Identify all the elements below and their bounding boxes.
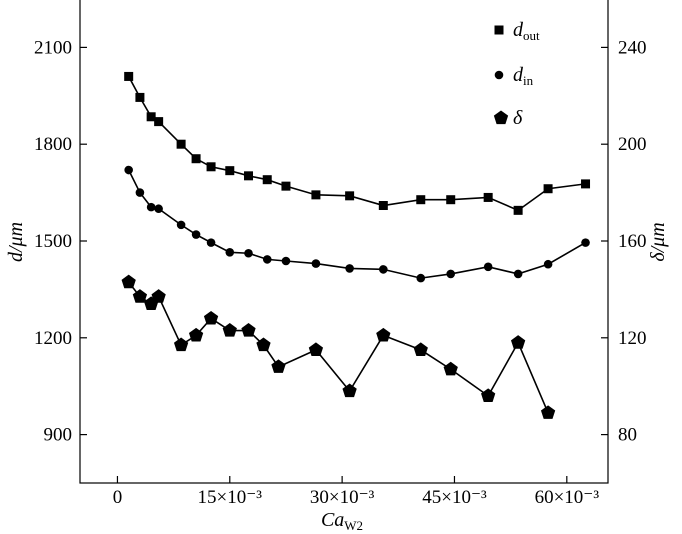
data-point bbox=[244, 171, 254, 181]
data-point bbox=[379, 265, 388, 274]
data-point bbox=[416, 273, 426, 283]
left-y-tick-label: 2100 bbox=[34, 37, 72, 58]
left-y-tick-label: 1200 bbox=[34, 328, 72, 349]
data-point bbox=[540, 405, 556, 419]
data-point bbox=[510, 335, 526, 349]
right-y-axis-title: δ/μm bbox=[647, 222, 669, 261]
data-point bbox=[151, 289, 166, 303]
x-tick-label: 45×10⁻³ bbox=[422, 487, 487, 508]
left-y-tick-label: 1800 bbox=[34, 134, 72, 155]
data-point bbox=[206, 162, 216, 172]
data-point bbox=[206, 238, 216, 247]
data-point bbox=[225, 166, 235, 176]
right-y-tick-label: 200 bbox=[618, 134, 647, 155]
series-2 bbox=[124, 165, 590, 283]
right-y-tick-label: 240 bbox=[618, 37, 647, 58]
legend: dout din δ bbox=[493, 19, 540, 129]
data-point bbox=[154, 204, 163, 214]
data-point bbox=[244, 248, 253, 258]
data-point bbox=[241, 323, 256, 337]
data-point bbox=[345, 191, 355, 201]
data-point bbox=[225, 247, 235, 257]
data-point bbox=[121, 274, 136, 289]
data-point bbox=[481, 388, 496, 402]
data-point bbox=[124, 165, 133, 175]
data-point bbox=[256, 337, 271, 352]
data-point bbox=[513, 205, 523, 215]
x-tick-label: 15×10⁻³ bbox=[198, 487, 263, 508]
x-axis-title: CaW2 bbox=[321, 509, 363, 533]
legend-marker bbox=[494, 25, 504, 35]
data-point bbox=[446, 195, 456, 205]
data-point bbox=[342, 383, 357, 398]
data-point bbox=[308, 342, 324, 356]
data-point bbox=[262, 175, 272, 185]
data-point bbox=[483, 192, 493, 202]
data-point bbox=[203, 310, 219, 325]
data-point bbox=[378, 201, 388, 211]
right-y-tick-label: 120 bbox=[618, 328, 647, 349]
data-point bbox=[446, 269, 456, 279]
x-tick-label: 30×10⁻³ bbox=[310, 487, 375, 508]
data-point bbox=[191, 154, 201, 164]
series-line bbox=[127, 76, 586, 212]
data-point bbox=[413, 342, 428, 356]
series-3 bbox=[121, 274, 556, 419]
data-point bbox=[188, 327, 204, 342]
data-point bbox=[345, 264, 354, 273]
x-tick-label: 60×10⁻³ bbox=[535, 487, 600, 508]
legend-marker bbox=[493, 110, 509, 125]
data-point bbox=[376, 327, 391, 342]
right-y-axis-ticks: 80 120 160 200 240 bbox=[601, 37, 647, 446]
data-point bbox=[281, 181, 291, 191]
data-point bbox=[581, 238, 590, 247]
data-point bbox=[281, 256, 291, 266]
data-point bbox=[135, 188, 145, 197]
legend-label: din bbox=[513, 64, 534, 88]
data-point bbox=[191, 230, 201, 239]
left-y-axis-ticks: 900 1200 1500 1800 2100 bbox=[34, 37, 87, 446]
data-point bbox=[543, 259, 553, 269]
series-1 bbox=[124, 71, 591, 215]
data-point bbox=[173, 337, 189, 352]
data-point bbox=[443, 361, 458, 376]
left-y-tick-label: 1500 bbox=[34, 231, 72, 252]
series-layer bbox=[121, 71, 591, 419]
data-point bbox=[132, 289, 148, 303]
right-y-tick-label: 80 bbox=[618, 425, 637, 446]
legend-marker bbox=[494, 70, 504, 80]
data-point bbox=[135, 92, 145, 102]
data-point bbox=[311, 190, 321, 200]
data-point bbox=[416, 195, 426, 205]
x-tick-label: 0 bbox=[113, 487, 123, 508]
data-point bbox=[124, 71, 134, 81]
data-point bbox=[146, 112, 156, 122]
left-y-tick-label: 900 bbox=[44, 425, 73, 446]
legend-label: dout bbox=[513, 19, 540, 43]
x-axis-ticks: 0 15×10⁻³ 30×10⁻³ 45×10⁻³ 60×10⁻³ bbox=[113, 476, 600, 508]
data-point bbox=[146, 202, 156, 212]
data-point bbox=[176, 220, 186, 230]
data-point bbox=[176, 139, 186, 149]
left-y-axis-title: d/μm bbox=[5, 222, 27, 262]
data-point bbox=[154, 117, 164, 127]
legend-label: δ bbox=[513, 107, 523, 129]
data-point bbox=[483, 262, 493, 272]
data-point bbox=[271, 359, 286, 373]
data-point bbox=[311, 259, 321, 268]
right-y-tick-label: 160 bbox=[618, 231, 647, 252]
data-point bbox=[581, 179, 591, 189]
data-point bbox=[262, 255, 272, 264]
data-point bbox=[222, 323, 237, 337]
data-point bbox=[543, 184, 553, 194]
data-point bbox=[513, 269, 523, 279]
series-line bbox=[127, 169, 586, 279]
